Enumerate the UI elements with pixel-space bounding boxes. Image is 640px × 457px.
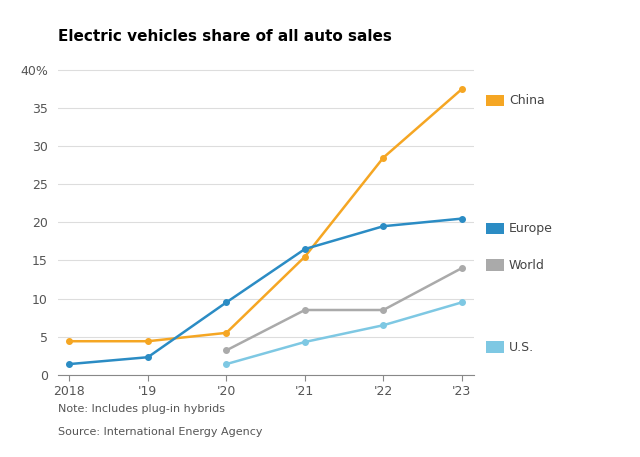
Text: Note: Includes plug-in hybrids: Note: Includes plug-in hybrids [58, 404, 225, 414]
Text: U.S.: U.S. [509, 341, 534, 354]
Text: Europe: Europe [509, 222, 553, 235]
Text: Source: International Energy Agency: Source: International Energy Agency [58, 427, 262, 437]
Text: World: World [509, 259, 545, 271]
Text: Electric vehicles share of all auto sales: Electric vehicles share of all auto sale… [58, 29, 392, 44]
Text: China: China [509, 94, 545, 107]
